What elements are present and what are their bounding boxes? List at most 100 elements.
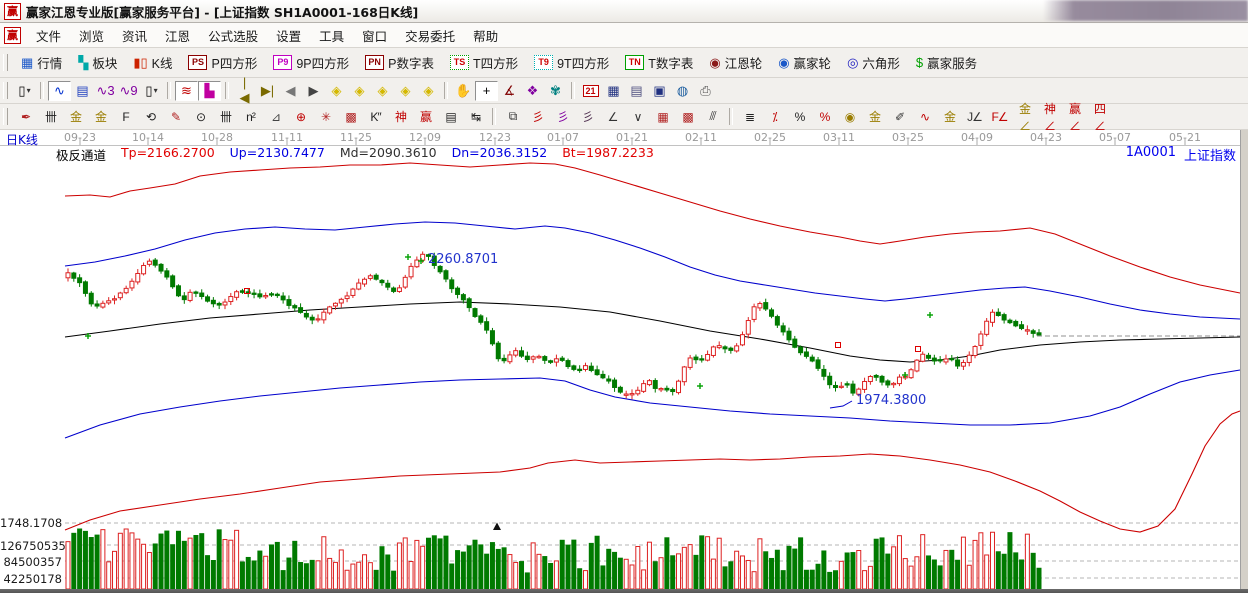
- gold-angle-tool[interactable]: 金∠: [1012, 102, 1037, 133]
- wave-9-button[interactable]: ∿9: [117, 81, 140, 101]
- menu-item-9[interactable]: 帮助: [473, 28, 499, 44]
- red-wave-tool[interactable]: ∿: [912, 107, 937, 127]
- ying-angle-tool[interactable]: 赢∠: [1062, 102, 1087, 133]
- winner-service-button[interactable]: $ 赢家服务: [908, 50, 985, 75]
- t9-square-button-label: 9T四方形: [557, 57, 610, 71]
- tick-ruler-tool[interactable]: 卌: [213, 107, 238, 127]
- percent-underline-tool[interactable]: %: [812, 107, 837, 127]
- zigzag-line-mode-button[interactable]: ∿: [48, 80, 71, 101]
- slash-lines-tool[interactable]: ⫻: [700, 107, 725, 127]
- menu-item-2[interactable]: 资讯: [122, 28, 148, 44]
- info-document-button[interactable]: ▤: [71, 81, 94, 101]
- network-button[interactable]: ◍: [671, 81, 694, 101]
- scale-table-tool[interactable]: ≣: [737, 107, 762, 127]
- wave-check-tool[interactable]: ∨: [625, 107, 650, 127]
- dark-fan-tool[interactable]: 彡: [575, 107, 600, 127]
- expand-diamond-button[interactable]: ◈: [371, 81, 394, 101]
- trend-zigzag-red-button[interactable]: ≋: [175, 80, 198, 101]
- box-frame-tool[interactable]: ⧉: [500, 107, 525, 127]
- red-grid-tool-2[interactable]: ▩: [675, 107, 700, 127]
- marker-pen-tool[interactable]: ✐: [887, 107, 912, 127]
- red-fan-tool[interactable]: 彡: [525, 107, 550, 127]
- kline-chart-canvas[interactable]: 2260.8701 1974.3800 09-23 10-14 10-28 11-11 11…: [0, 130, 1248, 589]
- hexagon-button[interactable]: ◎ 六角形: [839, 50, 908, 75]
- red-pen-tool[interactable]: ✎: [163, 107, 188, 127]
- span-arrow-tool[interactable]: ↹: [463, 107, 488, 127]
- t-number-table-button[interactable]: TN T数字表: [617, 50, 701, 75]
- n-square-tool[interactable]: n²: [238, 107, 263, 127]
- jump-last-button[interactable]: ▶|: [256, 81, 279, 101]
- gold-circle-tool[interactable]: ◉: [837, 107, 862, 127]
- kline-button[interactable]: ▮▯ K线: [125, 50, 180, 75]
- j-angle-tool[interactable]: J∠: [962, 107, 987, 127]
- pattern-tool[interactable]: ✾: [544, 81, 567, 101]
- mirror-angle-tool[interactable]: ⊿: [263, 107, 288, 127]
- quotes-button[interactable]: ▦ 行情: [13, 50, 70, 75]
- wave-3-button[interactable]: ∿3: [94, 81, 117, 101]
- scroll-right-button[interactable]: ▶: [302, 81, 325, 101]
- pan-hand-tool[interactable]: ✋: [452, 81, 475, 101]
- f-angle-tool[interactable]: F∠: [987, 107, 1012, 127]
- p-number-table-button[interactable]: PN P数字表: [357, 50, 442, 75]
- time-cycle-tool[interactable]: ⊙: [188, 107, 213, 127]
- circle-cross-tool[interactable]: ⊕: [288, 107, 313, 127]
- menu-item-8[interactable]: 交易委托: [405, 28, 456, 44]
- save-button[interactable]: ▣: [648, 81, 671, 101]
- menu-item-3[interactable]: 江恩: [165, 28, 191, 44]
- spiral-tool[interactable]: ⟲: [138, 107, 163, 127]
- print-button[interactable]: ⎙: [694, 81, 717, 101]
- pen-knife-tool[interactable]: ✒: [13, 107, 38, 127]
- t-square-button[interactable]: TS T四方形: [442, 50, 526, 75]
- jump-first-button[interactable]: |◀: [233, 75, 256, 105]
- angle-measure-tool[interactable]: ∡: [498, 81, 521, 101]
- gann-wheel-button[interactable]: ◉ 江恩轮: [701, 50, 770, 75]
- t9-square-button[interactable]: T9 9T四方形: [526, 50, 617, 75]
- menu-item-0[interactable]: 文件: [36, 28, 62, 44]
- candle-style-selector[interactable]: ▯ ▾: [140, 81, 163, 101]
- calculator-button[interactable]: ▦: [602, 81, 625, 101]
- gold-ratio-tool-2[interactable]: 金: [88, 107, 113, 127]
- menu-item-5[interactable]: 设置: [276, 28, 302, 44]
- calendar-21-button[interactable]: 21: [579, 81, 602, 101]
- percent-tool[interactable]: %: [787, 107, 812, 127]
- crosshair-tool[interactable]: +: [475, 80, 498, 101]
- menu-item-6[interactable]: 工具: [319, 28, 345, 44]
- gann-shape-tool[interactable]: ❖: [521, 81, 544, 101]
- compress-diamond-button[interactable]: ◈: [394, 81, 417, 101]
- menu-item-7[interactable]: 窗口: [362, 28, 388, 44]
- scroll-left-button[interactable]: ◀: [279, 81, 302, 101]
- winner-wheel-button[interactable]: ◉ 赢家轮: [770, 50, 839, 75]
- f-ruler-tool[interactable]: F: [113, 107, 138, 127]
- toolbar-grip[interactable]: [3, 108, 8, 125]
- volume-histogram-button[interactable]: ▙: [198, 80, 221, 101]
- gold-ratio-tool-1[interactable]: 金: [63, 107, 88, 127]
- sectors-button[interactable]: ▚ 板块: [70, 50, 125, 75]
- p-square-button[interactable]: PS P四方形: [180, 50, 265, 75]
- si-angle-tool[interactable]: 四∠: [1087, 102, 1112, 133]
- fit-all-diamond-button[interactable]: ◈: [417, 81, 440, 101]
- t-square-button-label: T四方形: [472, 57, 519, 71]
- menu-item-1[interactable]: 浏览: [79, 28, 105, 44]
- ying-ruler-tool[interactable]: 赢: [413, 107, 438, 127]
- shift-right-diamond-button[interactable]: ◈: [348, 81, 371, 101]
- toolbar-grip[interactable]: [3, 82, 8, 99]
- gold-line-tool[interactable]: 金: [937, 107, 962, 127]
- square-web-tool[interactable]: ▩: [338, 107, 363, 127]
- angle-fan-tool[interactable]: ∠: [600, 107, 625, 127]
- purple-fan-tool[interactable]: 彡: [550, 107, 575, 127]
- shen-angle-tool[interactable]: 神∠: [1037, 102, 1062, 133]
- percent-line-tool[interactable]: ⁒: [762, 107, 787, 127]
- ruler-grid-tool[interactable]: 卌: [38, 107, 63, 127]
- red-grid-tool-1[interactable]: ▦: [650, 107, 675, 127]
- menu-item-4[interactable]: 公式选股: [208, 28, 259, 44]
- ruler-123-tool[interactable]: ▤: [438, 107, 463, 127]
- period-selector[interactable]: ▯ ▾: [13, 81, 36, 101]
- p9-square-button[interactable]: P9 9P四方形: [265, 50, 357, 75]
- gold-underline-tool[interactable]: 金: [862, 107, 887, 127]
- toolbar-grip[interactable]: [3, 54, 8, 71]
- notes-button[interactable]: ▤: [625, 81, 648, 101]
- star-web-tool[interactable]: ✳: [313, 107, 338, 127]
- shen-ruler-tool[interactable]: 神: [388, 107, 413, 127]
- k-quote-tool[interactable]: K″: [363, 107, 388, 127]
- shift-left-diamond-button[interactable]: ◈: [325, 81, 348, 101]
